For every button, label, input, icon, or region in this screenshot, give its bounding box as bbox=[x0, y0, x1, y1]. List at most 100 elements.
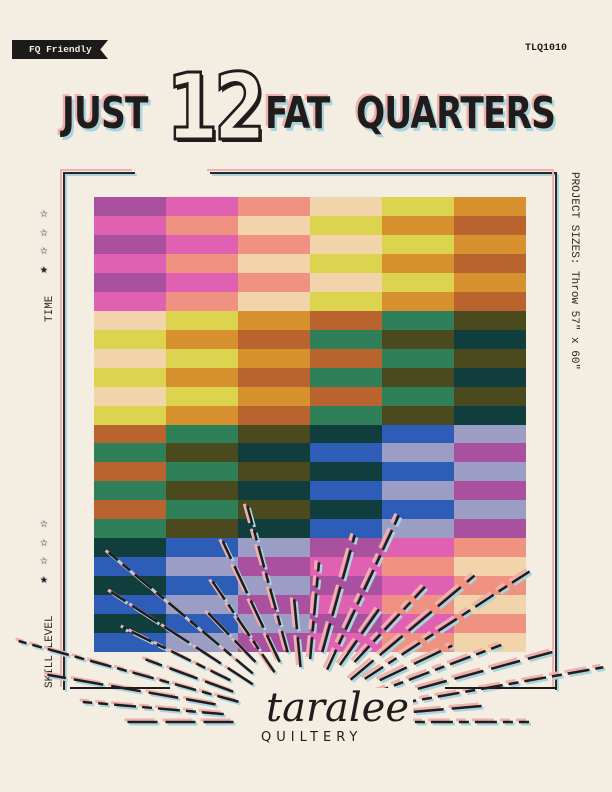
quilt-patch bbox=[166, 424, 238, 444]
quilt-patch bbox=[238, 595, 310, 615]
star-outline-icon: ☆ bbox=[40, 243, 48, 258]
star-outline-icon: ☆ bbox=[40, 534, 48, 550]
quilt-patch bbox=[382, 481, 454, 501]
quilt-patch bbox=[166, 272, 238, 292]
quilt-patch bbox=[454, 614, 526, 634]
quilt-patch bbox=[310, 367, 382, 387]
frame-line-top bbox=[210, 172, 557, 174]
quilt-patch bbox=[166, 234, 238, 254]
quilt-patch bbox=[94, 329, 166, 349]
quilt-patch bbox=[382, 519, 454, 539]
quilt-patch bbox=[94, 348, 166, 368]
quilt-patch bbox=[310, 405, 382, 425]
star-outline-icon: ☆ bbox=[40, 224, 48, 240]
quilt-patch bbox=[382, 215, 454, 235]
quilt-patch bbox=[166, 310, 238, 330]
quilt-patch bbox=[94, 443, 166, 463]
quilt-patch bbox=[94, 481, 166, 501]
quilt-patch bbox=[166, 329, 238, 349]
quilt-patch bbox=[94, 291, 166, 311]
sunburst-ray-shadow bbox=[146, 659, 236, 696]
quilt-patch bbox=[166, 576, 238, 596]
sunburst-ray bbox=[394, 666, 604, 706]
logo-script: taralee bbox=[262, 688, 414, 728]
quilt-patch bbox=[166, 614, 238, 634]
star-outline-icon: ☆ bbox=[40, 206, 48, 221]
quilt-patch bbox=[166, 443, 238, 463]
quilt-patch bbox=[454, 519, 526, 539]
quilt-patch bbox=[94, 310, 166, 330]
quilt-patch bbox=[382, 557, 454, 577]
quilt-patch bbox=[454, 557, 526, 577]
quilt-patch bbox=[454, 595, 526, 615]
quilt-patch bbox=[94, 367, 166, 387]
title-number: 12 bbox=[165, 54, 268, 161]
quilt-patch bbox=[238, 386, 310, 406]
quilt-patch bbox=[166, 595, 238, 615]
quilt-patch bbox=[166, 500, 238, 520]
quilt-patch bbox=[238, 424, 310, 444]
quilt-patch bbox=[454, 576, 526, 596]
quilt-patch bbox=[382, 595, 454, 615]
title-just: JUST bbox=[62, 88, 148, 139]
quilt-patch bbox=[310, 519, 382, 539]
sunburst-ray-shadow bbox=[391, 663, 601, 704]
quilt-patch bbox=[454, 197, 526, 216]
quilt-patch bbox=[382, 424, 454, 444]
quilt-patch bbox=[166, 348, 238, 368]
quilt-patch bbox=[382, 234, 454, 254]
quilt-patch bbox=[94, 386, 166, 406]
quilt-patch bbox=[310, 310, 382, 330]
quilt-patch bbox=[238, 557, 310, 577]
sunburst-ray bbox=[145, 658, 234, 693]
quilt-patch bbox=[238, 329, 310, 349]
quilt-patch bbox=[454, 405, 526, 425]
quilt-patch bbox=[310, 462, 382, 482]
quilt-patch bbox=[94, 500, 166, 520]
quilt-patch bbox=[454, 367, 526, 387]
quilt-patch bbox=[454, 481, 526, 501]
quilt-patch bbox=[238, 481, 310, 501]
quilt-patch bbox=[94, 272, 166, 292]
quilt-patch bbox=[238, 519, 310, 539]
star-outline-icon: ☆ bbox=[40, 516, 48, 531]
quilt-patch bbox=[310, 253, 382, 273]
quilt-patch bbox=[238, 234, 310, 254]
quilt-patch bbox=[310, 481, 382, 501]
quilt-patch bbox=[166, 405, 238, 425]
quilt-patch bbox=[382, 367, 454, 387]
quilt-patch bbox=[238, 405, 310, 425]
skill-level-label: SKILL LEVEL bbox=[44, 615, 56, 688]
quilt-patch bbox=[166, 367, 238, 387]
quilt-patch bbox=[382, 462, 454, 482]
quilt-patch bbox=[166, 538, 238, 558]
title-quarters: QUARTERS bbox=[356, 88, 556, 139]
quilt-patch bbox=[310, 424, 382, 444]
quilt-patch bbox=[310, 386, 382, 406]
quilt-patch bbox=[310, 215, 382, 235]
star-outline-icon: ☆ bbox=[40, 553, 48, 568]
quilt-patch bbox=[310, 443, 382, 463]
sunburst-ray-shadow bbox=[141, 655, 231, 692]
quilt-patch bbox=[166, 633, 238, 652]
quilt-patch bbox=[454, 633, 526, 652]
quilt-patch bbox=[94, 234, 166, 254]
quilt-patch bbox=[382, 310, 454, 330]
quilt-patch bbox=[166, 462, 238, 482]
quilt-patch bbox=[454, 329, 526, 349]
quilt-patch bbox=[94, 595, 166, 615]
star-filled-icon: ★ bbox=[40, 571, 48, 587]
quilt-patch bbox=[166, 253, 238, 273]
sunburst-ray-shadow bbox=[44, 671, 213, 704]
quilt-patch bbox=[382, 348, 454, 368]
quilt-patch bbox=[238, 443, 310, 463]
quilt-patch bbox=[382, 443, 454, 463]
quilt-patch bbox=[310, 614, 382, 634]
quilt-patch bbox=[454, 253, 526, 273]
logo-wordmark: QUILTERY bbox=[258, 730, 366, 745]
sunburst-ray-shadow bbox=[396, 667, 606, 708]
quilt-patch bbox=[238, 291, 310, 311]
title-fat: FAT bbox=[265, 88, 330, 139]
quilt-patch bbox=[454, 348, 526, 368]
quilt-patch bbox=[94, 538, 166, 558]
